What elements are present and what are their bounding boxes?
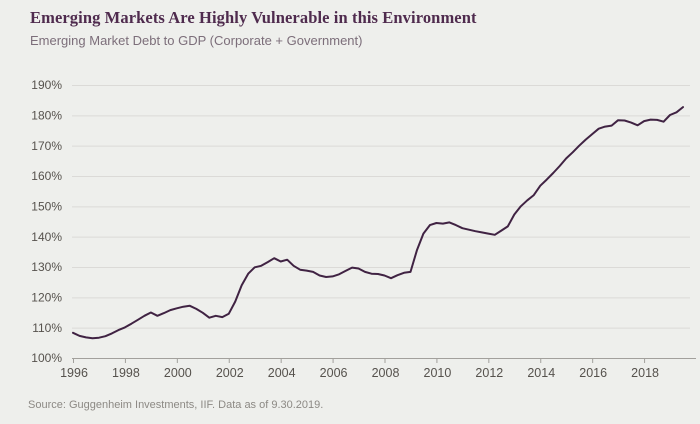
x-axis-labels: 1996 1998 2000 2002 2004 2006 2008 2010 2012 2014… [60, 366, 659, 380]
y-tick-label: 170% [31, 139, 62, 153]
y-tick-label: 130% [31, 260, 62, 274]
y-tick-label: 160% [31, 169, 62, 183]
debt-to-gdp-line [72, 106, 684, 340]
x-tick-label: 2016 [579, 366, 607, 380]
x-tick-label: 2010 [424, 366, 452, 380]
y-tick-label: 100% [31, 351, 62, 365]
x-tick-label: 2008 [372, 366, 400, 380]
chart-title: Emerging Markets Are Highly Vulnerable i… [30, 8, 477, 27]
x-tick-label: 2012 [475, 366, 503, 380]
y-axis-labels: 100% 110% 120% 130% 140% 150% 160% 170% 180% 190% [31, 78, 62, 365]
x-tick-label: 2002 [216, 366, 244, 380]
y-tick-label: 190% [31, 78, 62, 92]
x-axis [72, 358, 696, 363]
y-tick-label: 180% [31, 109, 62, 123]
x-tick-label: 2000 [164, 366, 192, 380]
source-note: Source: Guggenheim Investments, IIF. Dat… [28, 399, 324, 411]
x-tick-label: 2014 [527, 366, 555, 380]
y-tick-label: 110% [32, 321, 62, 335]
x-tick-label: 1996 [60, 366, 88, 380]
y-tick-label: 150% [31, 200, 62, 214]
x-tick-label: 2004 [268, 366, 296, 380]
gridlines [72, 85, 690, 329]
y-tick-label: 140% [31, 230, 62, 244]
x-tick-label: 2018 [631, 366, 659, 380]
chart-subtitle: Emerging Market Debt to GDP (Corporate +… [30, 33, 363, 48]
y-tick-label: 120% [31, 291, 62, 305]
x-tick-label: 1998 [112, 366, 140, 380]
x-tick-label: 2006 [320, 366, 348, 380]
